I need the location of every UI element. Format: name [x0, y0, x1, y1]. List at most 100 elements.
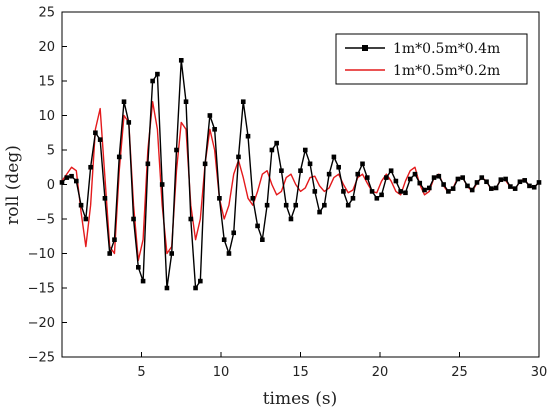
- data-point: [465, 183, 470, 189]
- data-point: [288, 216, 294, 222]
- data-point: [164, 285, 170, 291]
- y-tick-label: 10: [38, 109, 55, 124]
- series-layer: [59, 58, 542, 291]
- y-tick-label: −25: [28, 351, 55, 366]
- data-point: [412, 171, 418, 177]
- data-point: [384, 175, 389, 180]
- data-point: [379, 192, 384, 198]
- legend: 1m*0.5m*0.4m 1m*0.5m*0.2m: [335, 33, 528, 85]
- data-point: [107, 251, 112, 256]
- data-point: [226, 251, 232, 256]
- x-tick-label: 20: [372, 365, 389, 380]
- y-axis-title: roll (deg): [3, 145, 23, 225]
- x-tick-label: 30: [531, 365, 548, 380]
- data-point: [388, 168, 394, 173]
- data-point: [531, 184, 537, 190]
- data-point: [417, 180, 423, 186]
- data-point: [279, 168, 284, 173]
- data-point: [522, 178, 527, 183]
- data-point: [93, 130, 98, 136]
- data-point: [302, 147, 308, 153]
- data-point: [431, 175, 437, 180]
- y-tick-label: −5: [36, 213, 55, 228]
- data-point: [83, 216, 89, 222]
- data-point: [145, 161, 151, 167]
- y-tick-label: −10: [28, 247, 55, 262]
- data-point: [140, 278, 146, 284]
- data-point: [508, 184, 513, 189]
- data-point: [355, 171, 361, 177]
- data-point: [446, 189, 451, 194]
- data-point: [460, 175, 465, 180]
- data-point: [159, 182, 165, 187]
- data-point: [469, 187, 475, 193]
- data-point: [260, 237, 265, 242]
- data-point: [102, 196, 108, 201]
- data-point: [331, 154, 337, 160]
- data-point: [293, 202, 299, 208]
- data-point: [364, 175, 370, 180]
- data-point: [193, 285, 198, 291]
- data-point: [426, 185, 432, 191]
- legend-label-series-1: 1m*0.5m*0.4m: [393, 41, 500, 57]
- data-point: [493, 185, 499, 191]
- x-axis: 5 10 15 20 25 30: [137, 352, 547, 380]
- data-point: [479, 175, 485, 180]
- data-point: [298, 168, 303, 173]
- x-tick-label: 15: [292, 365, 309, 380]
- data-point: [422, 187, 427, 193]
- data-point: [450, 186, 456, 191]
- y-axis: −25 −20 −15 −10 −5 0 5 10 15 20 25: [28, 6, 67, 366]
- y-tick-label: 0: [47, 178, 55, 193]
- data-point: [360, 161, 365, 167]
- data-point: [174, 147, 179, 153]
- data-point: [198, 278, 203, 284]
- data-point: [512, 186, 518, 191]
- data-point: [326, 171, 332, 177]
- data-point: [517, 179, 523, 185]
- data-point: [455, 176, 461, 182]
- data-point: [403, 190, 408, 196]
- data-point: [536, 180, 542, 185]
- data-point: [126, 120, 132, 125]
- data-point: [436, 173, 442, 179]
- data-point: [64, 175, 70, 180]
- data-point: [274, 140, 279, 146]
- legend-marker-series-1: [362, 45, 368, 51]
- data-point: [441, 182, 446, 187]
- data-point: [250, 196, 256, 201]
- data-point: [136, 265, 141, 270]
- data-point: [393, 178, 399, 184]
- data-point: [240, 99, 246, 104]
- y-tick-label: −20: [28, 316, 55, 331]
- data-point: [169, 251, 175, 256]
- data-point: [112, 237, 117, 242]
- data-point: [212, 127, 217, 132]
- x-tick-label: 25: [451, 365, 468, 380]
- data-point: [78, 202, 84, 208]
- data-point: [398, 189, 403, 194]
- x-axis-title: times (s): [263, 389, 338, 409]
- data-point: [155, 71, 160, 77]
- x-tick-label: 10: [213, 365, 230, 380]
- data-point: [484, 179, 489, 185]
- x-tick-label: 5: [137, 365, 145, 380]
- data-point: [255, 223, 260, 229]
- data-point: [74, 178, 79, 184]
- data-point: [307, 161, 313, 167]
- data-point: [236, 154, 241, 160]
- data-point: [221, 237, 227, 242]
- data-point: [474, 180, 480, 185]
- data-point: [269, 147, 275, 153]
- data-point: [202, 161, 208, 167]
- data-point: [374, 196, 380, 201]
- data-point: [88, 164, 93, 170]
- data-point: [121, 99, 127, 104]
- data-point: [369, 189, 375, 194]
- data-point: [59, 180, 65, 185]
- data-point: [264, 202, 270, 208]
- data-point: [69, 173, 74, 179]
- data-point: [217, 196, 222, 201]
- data-point: [341, 189, 346, 194]
